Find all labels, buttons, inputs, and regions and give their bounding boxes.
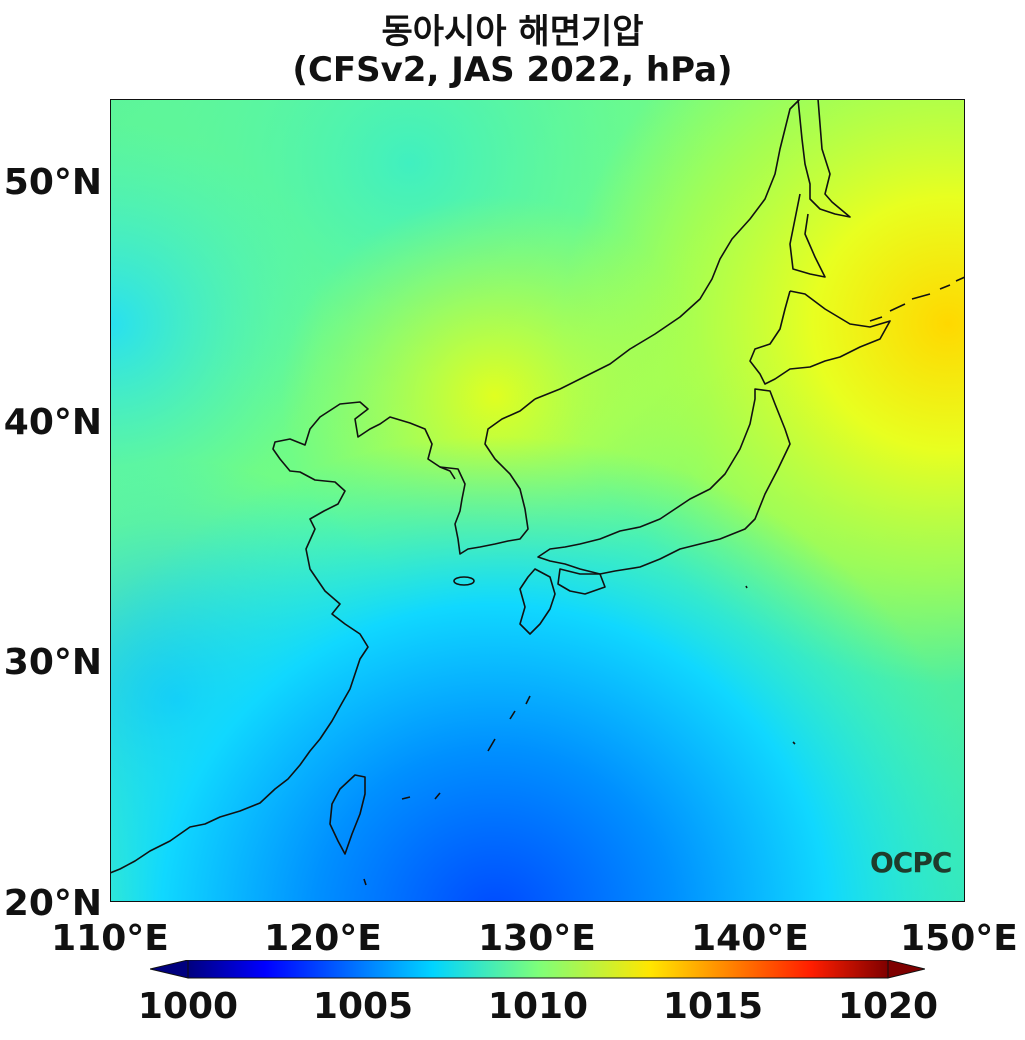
jeju	[453, 576, 475, 586]
china-coast	[110, 401, 456, 874]
kyushu	[519, 568, 556, 635]
honshu	[537, 388, 791, 575]
colorbar	[150, 960, 925, 979]
colorbar-tick-1005: 1005	[312, 986, 414, 1027]
ryukyu-islands	[363, 695, 531, 886]
map-subtitle: (CFSv2, JAS 2022, hPa)	[292, 50, 733, 90]
lat-label-40n: 40°N	[3, 402, 102, 443]
map-frame	[110, 99, 965, 902]
pressure-map	[110, 99, 965, 902]
ocpc-logo: OCPC	[870, 846, 952, 879]
colorbar-tick-1015: 1015	[662, 986, 764, 1027]
colorbar-min-arrow	[150, 960, 189, 979]
colorbar-tick-1020: 1020	[837, 986, 939, 1027]
coastlines	[110, 99, 965, 886]
lat-label-30n: 30°N	[3, 642, 102, 683]
lat-label-50n: 50°N	[3, 162, 102, 203]
lat-label-20n: 20°N	[3, 883, 102, 924]
lon-label-110e: 110°E	[51, 918, 169, 959]
taiwan	[329, 774, 366, 855]
colorbar-tick-1000: 1000	[137, 986, 239, 1027]
izu-islands	[745, 585, 796, 745]
sakhalin	[789, 99, 851, 278]
shikoku	[557, 568, 606, 595]
colorbar-max-arrow	[887, 960, 925, 979]
russia-coast	[534, 99, 801, 400]
kuril-islands	[869, 276, 965, 322]
colorbar-gradient	[187, 960, 889, 979]
lon-label-130e: 130°E	[478, 918, 596, 959]
hokkaido	[749, 290, 891, 385]
lon-label-120e: 120°E	[264, 918, 382, 959]
korea-coast	[439, 398, 536, 555]
lon-label-150e: 150°E	[900, 918, 1018, 959]
lon-label-140e: 140°E	[691, 918, 809, 959]
map-title: 동아시아 해면기압	[381, 12, 644, 52]
colorbar-tick-1010: 1010	[487, 986, 589, 1027]
